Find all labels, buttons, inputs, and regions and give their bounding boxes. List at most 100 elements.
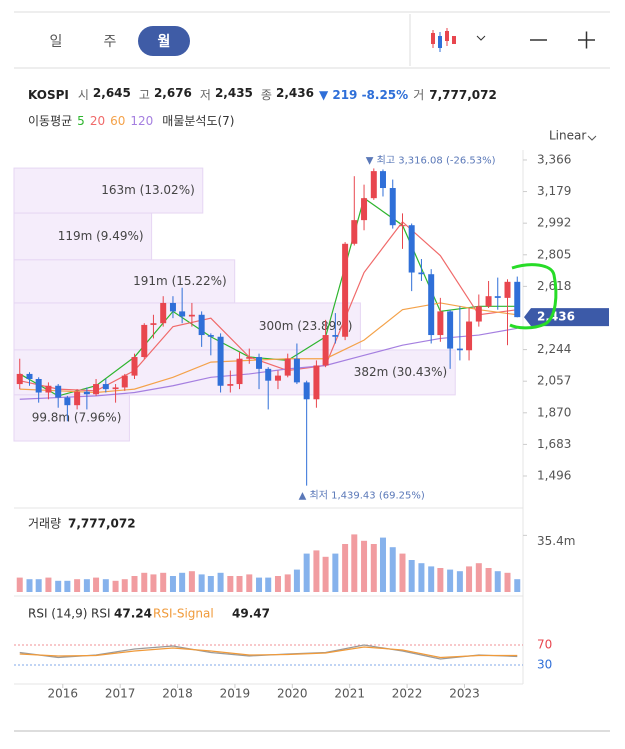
- x-tick-label: 2023: [449, 687, 480, 701]
- volume-bar: [456, 571, 463, 592]
- volume-profile-box: [13, 212, 153, 261]
- last-price-tag: [524, 308, 609, 327]
- quote-key: 시: [77, 88, 89, 102]
- quote-row: KOSPI 시 2,645 고 2,676 저 2,435 종 2,436 ▼ 219 -8.…: [28, 86, 497, 103]
- candle-body: [74, 391, 81, 406]
- quote-key: 저: [199, 88, 211, 102]
- candle-body: [93, 384, 100, 395]
- quote-value: 2,436: [275, 86, 314, 100]
- moving-average-line: [19, 220, 518, 392]
- quote-value: 2,645: [92, 86, 131, 100]
- icon-body: [431, 33, 435, 44]
- candle-body: [102, 384, 109, 390]
- scale-chevron[interactable]: [587, 135, 597, 141]
- candle-body: [332, 335, 339, 337]
- volume-bar: [437, 568, 444, 592]
- candle-body: [55, 385, 62, 398]
- volume-bar: [83, 579, 90, 592]
- volume-bar: [475, 563, 482, 592]
- candle-body: [217, 336, 224, 386]
- volume-bar: [16, 577, 23, 592]
- y-tick-label: 2,805: [537, 247, 571, 261]
- candle-body: [351, 220, 358, 244]
- candle-body: [322, 335, 329, 366]
- volume-profile-box: [13, 302, 361, 351]
- candle-body: [494, 296, 501, 298]
- volume-bar: [207, 576, 214, 592]
- candle-body: [64, 397, 71, 406]
- candle-body: [303, 382, 310, 400]
- zoom-in[interactable]: [578, 31, 595, 49]
- volume-bar: [361, 540, 368, 592]
- candle-body: [313, 365, 320, 400]
- volume-bar: [494, 571, 501, 592]
- volume-bar: [342, 544, 349, 592]
- marks: 163m (13.02%) 119m (9.49%) 191m (15.22%) 30…: [13, 152, 609, 701]
- volume-bar: [284, 574, 291, 592]
- x-tick-label: 2021: [334, 687, 365, 701]
- volume-bar: [332, 553, 339, 592]
- volume-profile-label: 163m (13.02%): [101, 183, 195, 197]
- candle-body: [274, 375, 281, 381]
- rsi-legend: RSI: [91, 607, 111, 621]
- candle-body: [112, 387, 119, 390]
- indicator-row: 이동평균 5 20 60 120 매물분석도(7): [28, 112, 234, 129]
- volume-profile-box: [13, 259, 236, 304]
- y-tick-label: 3,179: [537, 184, 571, 198]
- volume-bar: [246, 574, 253, 592]
- volume-bar: [466, 566, 473, 592]
- x-tick-label: 2016: [48, 687, 79, 701]
- rsi-legend: RSI-Signal: [153, 607, 214, 621]
- volume-bar: [274, 576, 281, 592]
- y-tick-label: 2,992: [537, 216, 571, 230]
- volume-bar: [26, 579, 33, 592]
- y-tick-label: 2,057: [537, 374, 571, 388]
- candle-body: [141, 324, 148, 358]
- tab[interactable]: 일: [50, 34, 63, 50]
- candle-body: [504, 281, 511, 298]
- volume-bar: [313, 550, 320, 592]
- candle-body: [179, 311, 186, 317]
- volume-bar: [102, 579, 109, 592]
- ma-legend: 20: [89, 113, 106, 128]
- candle-body: [198, 314, 205, 336]
- ma-label[interactable]: 이동평균: [28, 114, 73, 128]
- hand-drawn-highlight: [509, 263, 558, 330]
- volume-bar: [370, 544, 377, 592]
- volume-profile-label: 191m (15.22%): [133, 274, 227, 288]
- panel-title: 거래량: [28, 517, 61, 531]
- volume-profile-label: 99.8m (7.96%): [32, 410, 122, 424]
- quotes: 시 2,645 고 2,676 저 2,435 종 2,436: [74, 86, 314, 103]
- candle-body: [342, 243, 349, 337]
- tab-selected[interactable]: 월: [158, 33, 171, 50]
- scale-label[interactable]: Linear: [549, 129, 586, 143]
- candle-body: [514, 281, 521, 318]
- extreme-annotation: ▲ 최저 1,439.43 (69.25%): [299, 490, 425, 502]
- candle-body: [227, 384, 234, 386]
- quote-key: 고: [138, 88, 150, 102]
- volume-bar: [141, 572, 148, 592]
- volume-bar: [399, 553, 406, 592]
- volume-bar: [74, 579, 81, 592]
- volume-bar: [64, 580, 71, 592]
- volume-bar: [256, 577, 263, 592]
- candle-body: [418, 272, 425, 275]
- y-tick-label: 1,870: [537, 405, 571, 419]
- volume-bar: [35, 579, 42, 592]
- volume-bar: [293, 569, 300, 592]
- candle-icon[interactable]: [431, 28, 456, 52]
- extreme-annotation: ▼ 최고 3,316.08 (-26.53%): [366, 154, 496, 166]
- volume-bar: [112, 580, 119, 592]
- dropdown-chevron[interactable]: [476, 35, 486, 41]
- ma-legend: 5: [77, 113, 85, 128]
- tab[interactable]: 주: [104, 34, 117, 50]
- y-tick-label: 2,244: [537, 342, 571, 356]
- candle-body: [466, 321, 473, 351]
- volume-bar: [131, 576, 138, 592]
- candle-body: [293, 358, 300, 383]
- candle-body: [188, 314, 195, 317]
- volume-bar: [514, 579, 521, 592]
- candle-body: [207, 335, 214, 337]
